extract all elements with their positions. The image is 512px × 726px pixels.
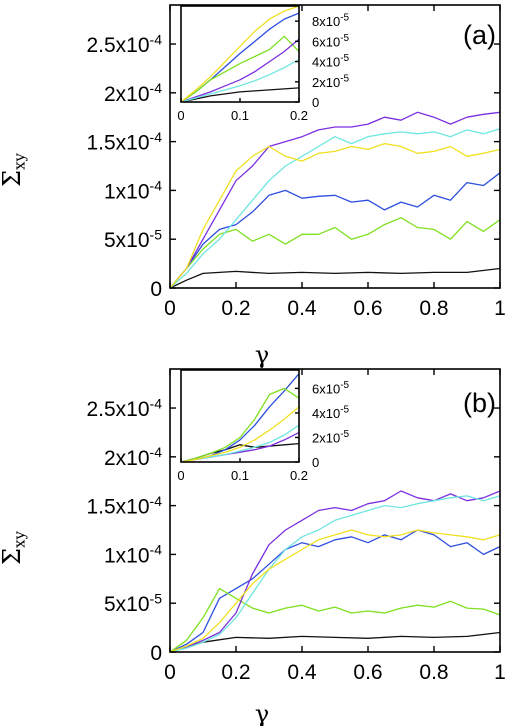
inset-x-tick-label: 0.2 [290,468,308,483]
y-tick-label: 2x10-4 [104,80,162,106]
y-tick-label: 1x10-4 [104,542,162,568]
inset-y-tick-label: 4x10-5 [312,53,350,70]
series-line-4 [169,495,501,653]
inset-y-tick-label: 0 [312,95,319,110]
x-axis-label: γ [255,341,269,369]
inset-x-tick-label: 0.2 [290,108,308,123]
inset-y-tick-label: 8x10-5 [312,13,350,30]
series-line-4 [169,128,501,289]
inset-series-line-2 [180,35,300,103]
inset-background [181,370,299,462]
series-line-3 [169,490,501,653]
y-axis-label: Σxy [0,531,29,565]
x-tick-label: 0.6 [353,661,382,684]
series-line-0 [169,631,501,653]
y-tick-label: 2.5x10-4 [86,395,162,421]
inset-y-tick-label: 6x10-5 [312,380,350,397]
y-tick-label: 2x10-4 [104,444,162,470]
plot-frame [169,4,501,289]
inset-chart: 0 0.1 0.2 0 2x10-5 4x10-5 6x10-5 [177,369,350,483]
inset-series-line-3 [180,38,300,103]
series-line-5 [169,529,501,653]
y-axis-label: Σxy [0,153,29,187]
inset-series-line-5 [180,5,300,103]
series-line-2 [169,217,501,289]
x-tick-label: 0.2 [221,661,250,684]
y-tick-label: 1.5x10-4 [86,493,162,519]
y-tick-label: 1x10-4 [104,178,162,204]
x-tick-label: 0 [164,297,176,320]
x-tick-label: 0.8 [419,661,448,684]
x-tick-label: 0.2 [221,297,250,320]
inset-series-line-4 [180,59,300,103]
x-tick-label: 0.4 [287,661,317,684]
inset-y-tick-label: 2x10-5 [312,429,350,446]
inset-x-tick-label: 0.1 [231,108,249,123]
y-tick-label: 1.5x10-4 [86,129,162,155]
x-axis-label: γ [255,700,269,726]
y-tick-label: 2.5x10-4 [86,31,162,57]
series-line-2 [169,587,501,653]
panel-b-chart: 0 0.2 0.4 0.6 0.8 1 0 5x10-5 1x10-4 1.5x10-4 2x10-… [0,368,506,726]
inset-x-tick-label: 0.1 [231,468,249,483]
inset-y-tick-label: 4x10-5 [312,404,350,421]
inset-chart: 0 0.1 0.2 0 2x10-5 4x10-5 6x10-5 8x10-5 [177,5,350,123]
inset-series-line-0 [180,87,300,103]
panel-label: (b) [463,388,496,418]
x-tick-label: 0.6 [353,297,382,320]
plot-frame [169,368,501,653]
inset-x-tick-label: 0 [177,468,184,483]
inset-series-line-5 [180,406,300,463]
inset-y-tick-label: 2x10-5 [312,73,350,90]
x-tick-label: 0.8 [419,297,448,320]
inset-y-tick-label: 6x10-5 [312,33,350,50]
y-tick-label: 0 [150,278,162,301]
x-tick-label: 0 [164,661,176,684]
inset-series-line-2 [180,387,300,463]
series-line-5 [169,142,501,289]
inset-y-tick-label: 0 [312,455,319,470]
series-line-1 [169,172,501,289]
x-tick-label: 0.4 [287,297,317,320]
inset-x-tick-label: 0 [177,108,184,123]
series-line-1 [169,529,501,653]
x-tick-label: 1 [494,297,506,320]
y-tick-label: 5x10-5 [104,227,162,253]
series-line-0 [169,267,501,289]
y-tick-label: 5x10-5 [104,591,162,617]
x-tick-label: 1 [494,661,506,684]
panel-label: (a) [463,20,496,50]
series-line-3 [169,111,501,289]
y-tick-label: 0 [150,642,162,665]
panel-a-chart: 0 0.2 0.4 0.6 0.8 1 0 5x10-5 1x10-4 1.5x10-4 2x10-… [0,4,506,369]
